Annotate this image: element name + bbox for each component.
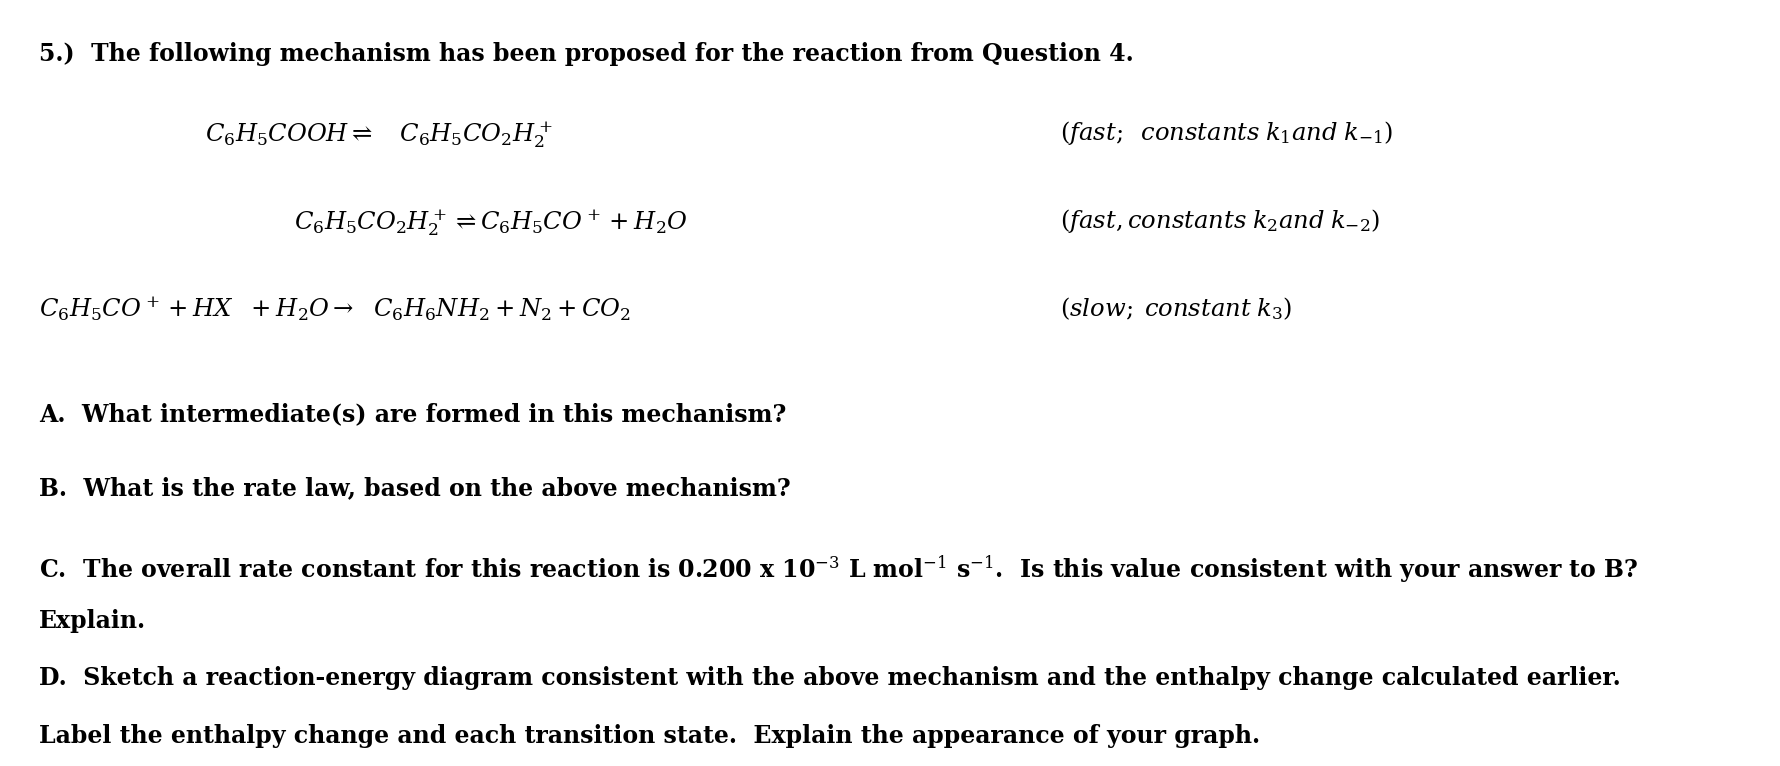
Text: $(fast;\;\; constants\; k_1 and\; k_{-1})$: $(fast;\;\; constants\; k_1 and\; k_{-1}… bbox=[1059, 119, 1392, 147]
Text: 5.)  The following mechanism has been proposed for the reaction from Question 4.: 5.) The following mechanism has been pro… bbox=[39, 42, 1134, 66]
Text: $(slow;\; constant\; k_3)$: $(slow;\; constant\; k_3)$ bbox=[1059, 295, 1290, 322]
Text: Label the enthalpy change and each transition state.  Explain the appearance of : Label the enthalpy change and each trans… bbox=[39, 724, 1260, 748]
Text: B.  What is the rate law, based on the above mechanism?: B. What is the rate law, based on the ab… bbox=[39, 476, 790, 500]
Text: $C_6H_5CO^+ + HX\ \ + H_2O \rightarrow\ \ C_6H_6NH_2 + N_2 + CO_2$: $C_6H_5CO^+ + HX\ \ + H_2O \rightarrow\ … bbox=[39, 295, 630, 323]
Text: $C_6H_5COOH \rightleftharpoons\ \ \ C_6H_5CO_2H_2^+$: $C_6H_5COOH \rightleftharpoons\ \ \ C_6H… bbox=[205, 119, 552, 149]
Text: Explain.: Explain. bbox=[39, 609, 146, 633]
Text: C.  The overall rate constant for this reaction is 0.200 x 10$^{-3}$ L mol$^{-1}: C. The overall rate constant for this re… bbox=[39, 553, 1638, 584]
Text: D.  Sketch a reaction-energy diagram consistent with the above mechanism and the: D. Sketch a reaction-energy diagram cons… bbox=[39, 666, 1620, 690]
Text: $(fast, constants\; k_2 and\; k_{-2})$: $(fast, constants\; k_2 and\; k_{-2})$ bbox=[1059, 207, 1380, 235]
Text: $C_6H_5CO_2H_2^+ \rightleftharpoons C_6H_5CO^+ + H_2O$: $C_6H_5CO_2H_2^+ \rightleftharpoons C_6H… bbox=[294, 207, 687, 237]
Text: A.  What intermediate(s) are formed in this mechanism?: A. What intermediate(s) are formed in th… bbox=[39, 402, 787, 426]
